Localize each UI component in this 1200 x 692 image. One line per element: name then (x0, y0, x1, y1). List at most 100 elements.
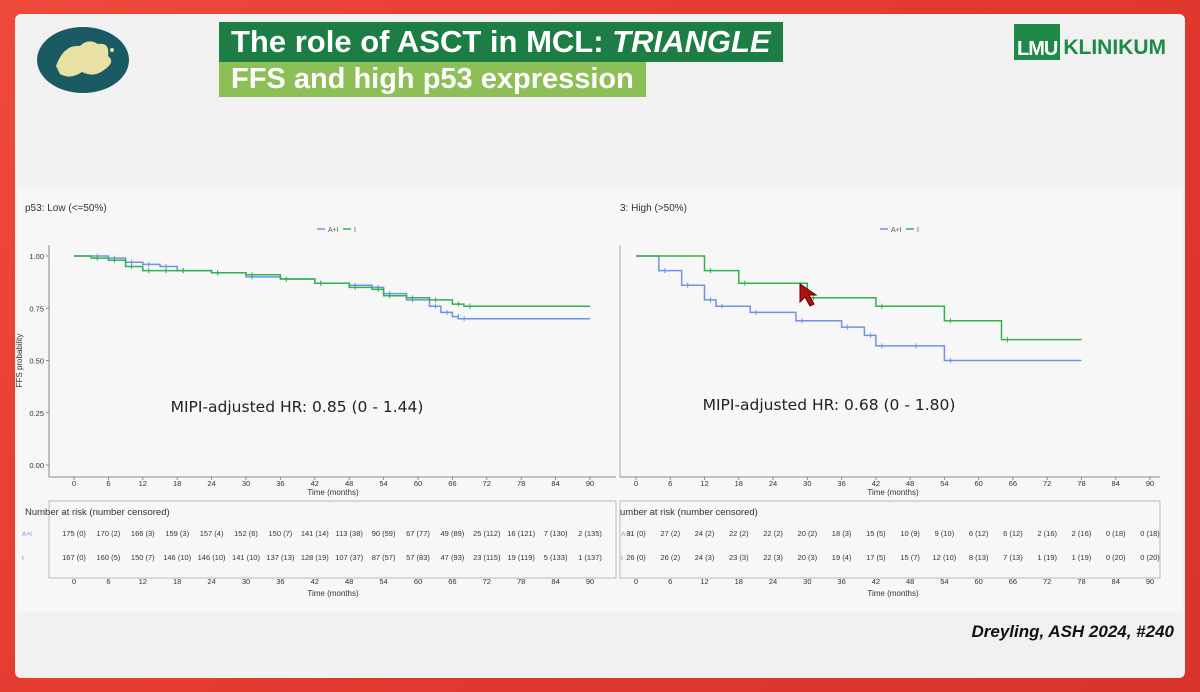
risk-table-frame (48, 500, 617, 579)
x-tick-label: 60 (414, 479, 422, 488)
risk-cell: 170 (2) (97, 529, 121, 538)
risk-x-tick-label: 42 (311, 577, 319, 586)
risk-x-tick-label: 36 (837, 577, 845, 586)
risk-cell: 20 (2) (798, 529, 818, 538)
risk-x-tick-label: 24 (207, 577, 215, 586)
risk-x-tick-label: 66 (448, 577, 456, 586)
x-tick-label: 24 (207, 479, 215, 488)
y-tick-label: 0.00 (29, 461, 44, 470)
risk-cell: 150 (7) (131, 553, 155, 562)
citation: Dreyling, ASH 2024, #240 (971, 622, 1174, 641)
x-tick-label: 18 (173, 479, 181, 488)
risk-x-tick-label: 12 (700, 577, 708, 586)
risk-cell: 24 (2) (695, 529, 715, 538)
risk-cell: 18 (3) (832, 529, 852, 538)
y-axis-label: FFS probability (15, 334, 24, 388)
panel-p53-low: p53: Low (<=50%) A+I I FFS probability 0.00 0… (15, 203, 617, 598)
legend-label: I (354, 227, 356, 234)
risk-cell: 23 (115) (473, 553, 501, 562)
x-tick-label: 54 (940, 479, 948, 488)
x-tick-label: 84 (551, 479, 559, 488)
risk-cell: 1 (19) (1037, 553, 1057, 562)
risk-cell: 25 (112) (473, 529, 501, 538)
slide-subtitle: FFS and high p53 expression (219, 62, 646, 97)
risk-cell: 2 (16) (1037, 529, 1057, 538)
risk-row-label: I (621, 555, 623, 562)
risk-cell: 15 (5) (866, 529, 886, 538)
risk-cell: 113 (38) (336, 529, 364, 538)
risk-x-tick-label: 72 (483, 577, 491, 586)
risk-cell: 6 (12) (1003, 529, 1023, 538)
risk-cell: 6 (12) (969, 529, 989, 538)
x-tick-label: 48 (906, 479, 914, 488)
risk-table-title: Number at risk (number censored) (25, 507, 170, 518)
risk-cell: 22 (2) (729, 529, 749, 538)
x-tick-label: 36 (837, 479, 845, 488)
risk-cell: 2 (135) (578, 529, 602, 538)
legend-label: A+I (891, 227, 902, 234)
risk-cell: 9 (10) (935, 529, 955, 538)
hr-annotation: MIPI-adjusted HR: 0.68 (0 - 1.80) (703, 396, 956, 414)
risk-cell: 167 (0) (62, 553, 86, 562)
y-tick-label: 0.50 (29, 357, 44, 366)
risk-x-tick-label: 90 (1146, 577, 1154, 586)
risk-cell: 1 (137) (578, 553, 602, 562)
risk-cell: 0 (20) (1140, 553, 1160, 562)
risk-cell: 19 (119) (508, 553, 536, 562)
risk-cell: 49 (89) (441, 529, 465, 538)
risk-x-tick-label: 60 (974, 577, 982, 586)
risk-row-label: A+I (22, 531, 32, 538)
risk-cell: 141 (10) (232, 553, 260, 562)
risk-cell: 23 (3) (729, 553, 749, 562)
risk-cell: 1 (19) (1072, 553, 1092, 562)
x-tick-label: 6 (106, 479, 110, 488)
risk-x-tick-label: 84 (551, 577, 559, 586)
risk-x-tick-label: 54 (379, 577, 387, 586)
panel-title: p53: Low (<=50%) (25, 203, 107, 214)
risk-cell: 5 (133) (544, 553, 568, 562)
risk-cell: 17 (5) (866, 553, 886, 562)
risk-cell: 27 (2) (660, 529, 680, 538)
x-tick-label: 66 (448, 479, 456, 488)
risk-row-label: I (22, 555, 24, 562)
x-tick-label: 36 (276, 479, 284, 488)
x-tick-label: 72 (1043, 479, 1051, 488)
x-tick-label: 78 (517, 479, 525, 488)
x-axis-label: Time (months) (307, 488, 359, 497)
x-tick-label: 60 (974, 479, 982, 488)
survival-curve-A+I (636, 255, 1082, 362)
y-tick-label: 1.00 (29, 252, 44, 261)
x-tick-label: 24 (769, 479, 777, 488)
risk-x-tick-label: 84 (1112, 577, 1120, 586)
x-tick-label: 12 (139, 479, 147, 488)
risk-x-tick-label: 0 (634, 577, 638, 586)
survival-curve-I (74, 255, 590, 307)
risk-x-tick-label: 24 (769, 577, 777, 586)
risk-x-tick-label: 42 (872, 577, 880, 586)
risk-cell: 26 (0) (626, 553, 646, 562)
x-tick-label: 54 (379, 479, 387, 488)
risk-cell: 7 (13) (1003, 553, 1023, 562)
risk-x-tick-label: 18 (173, 577, 181, 586)
risk-x-tick-label: 48 (906, 577, 914, 586)
x-tick-label: 42 (872, 479, 880, 488)
x-tick-label: 6 (668, 479, 672, 488)
risk-x-tick-label: 72 (1043, 577, 1051, 586)
legend: A+I I (880, 227, 919, 234)
x-tick-label: 0 (72, 479, 76, 488)
risk-row-label: A+I (621, 531, 631, 538)
risk-cell: 57 (83) (406, 553, 430, 562)
risk-cell: 24 (3) (695, 553, 715, 562)
risk-cell: 26 (2) (660, 553, 680, 562)
risk-cell: 22 (3) (763, 553, 783, 562)
x-tick-label: 48 (345, 479, 353, 488)
x-tick-label: 90 (1146, 479, 1154, 488)
lmu-logo-text: KLINIKUM (1063, 36, 1166, 59)
x-tick-label: 12 (700, 479, 708, 488)
risk-x-tick-label: 6 (668, 577, 672, 586)
risk-x-tick-label: 48 (345, 577, 353, 586)
panel-p53-high: 3: High (>50%)A+I I0 6 12 18 24 30 36 42 48 54 60 66… (619, 203, 1161, 598)
legend-label: A+I (328, 227, 339, 234)
risk-cell: 12 (10) (933, 553, 957, 562)
